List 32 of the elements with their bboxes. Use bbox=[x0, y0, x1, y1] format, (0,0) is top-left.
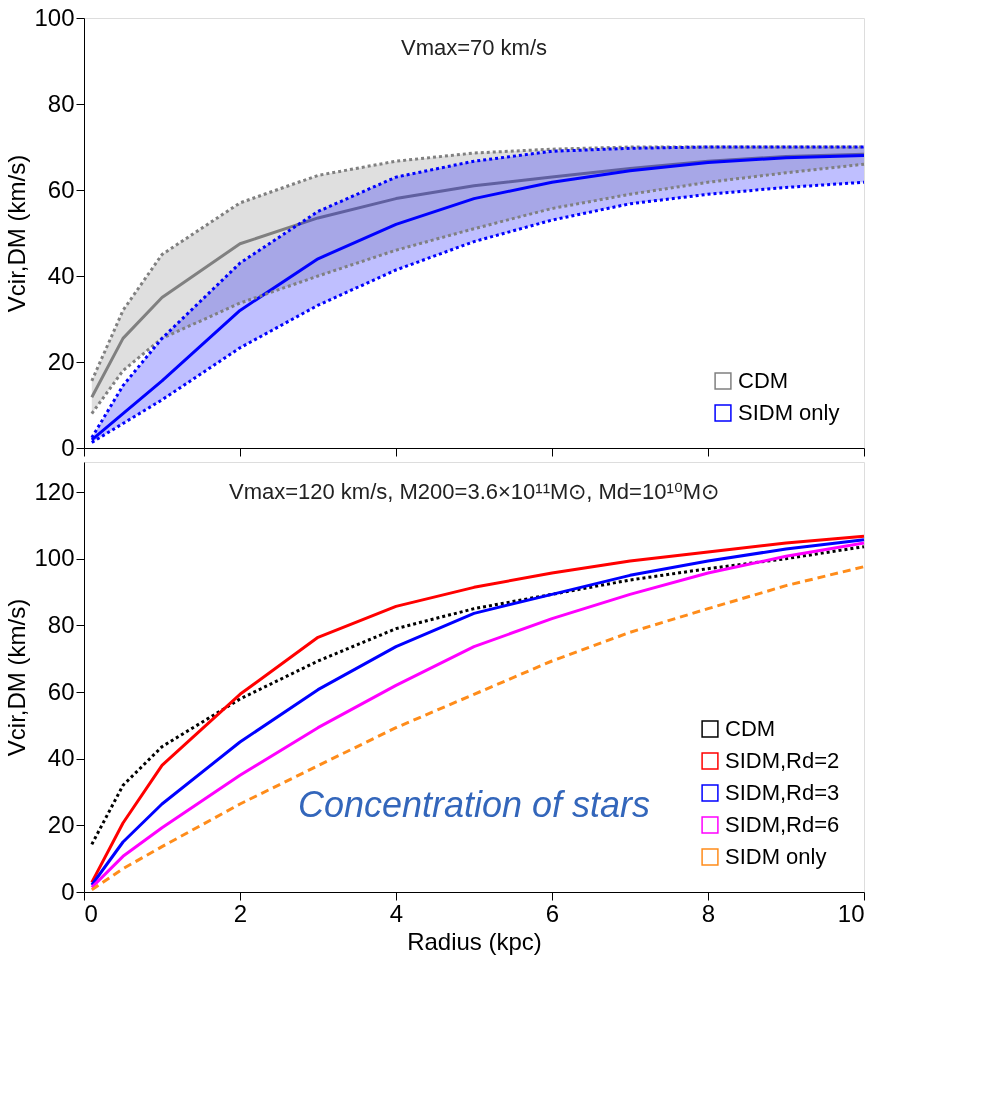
x-tick-label: 8 bbox=[701, 899, 716, 927]
y-tick-label: 60 bbox=[47, 677, 75, 705]
x-axis-title: Radius (kpc) bbox=[407, 927, 542, 955]
annotation: Concentration of stars bbox=[297, 784, 651, 825]
legend-label: SIDM,Rd=2 bbox=[725, 748, 840, 773]
y-tick-label: 0 bbox=[61, 877, 75, 905]
x-tick-label: 6 bbox=[545, 899, 560, 927]
y-tick-label: 100 bbox=[34, 3, 75, 31]
legend-label: SIDM only bbox=[725, 844, 827, 869]
y-tick-label: 60 bbox=[47, 175, 75, 203]
x-tick-label: 0 bbox=[84, 899, 98, 927]
y-axis-title: Vcir,DM (km/s) bbox=[3, 154, 31, 313]
x-tick-label: 4 bbox=[389, 899, 404, 927]
y-tick-label: 120 bbox=[34, 477, 75, 505]
y-tick-label: 40 bbox=[47, 261, 75, 289]
annotation: Vmax=120 km/s, M200=3.6×10¹¹M⊙, Md=10¹⁰M⊙ bbox=[228, 479, 720, 505]
y-tick-label: 20 bbox=[47, 810, 75, 838]
y-axis-title: Vcir,DM (km/s) bbox=[3, 598, 31, 757]
x-tick-label: 10 bbox=[837, 899, 865, 927]
y-tick-label: 100 bbox=[34, 544, 75, 572]
x-tick-label: 2 bbox=[233, 899, 248, 927]
legend-label: CDM bbox=[725, 716, 776, 741]
y-tick-label: 40 bbox=[47, 744, 75, 772]
y-tick-label: 80 bbox=[47, 610, 75, 638]
legend-label: SIDM,Rd=3 bbox=[725, 780, 840, 805]
y-tick-label: 0 bbox=[61, 433, 75, 461]
annotation: Vmax=70 km/s bbox=[400, 35, 548, 61]
y-tick-label: 80 bbox=[47, 89, 75, 117]
legend-label: SIDM only bbox=[738, 400, 840, 425]
legend-label: CDM bbox=[738, 368, 789, 393]
legend-label: SIDM,Rd=6 bbox=[725, 812, 840, 837]
y-tick-label: 20 bbox=[47, 347, 75, 375]
